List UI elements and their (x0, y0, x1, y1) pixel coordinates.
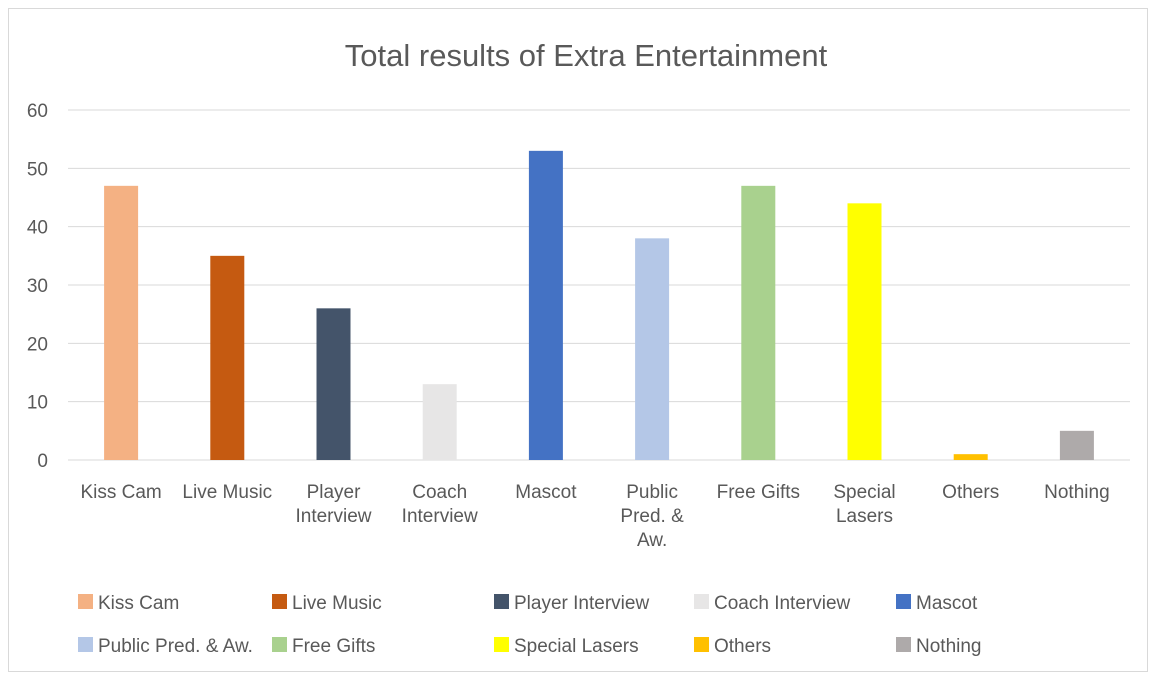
x-tick-label-line: Public (626, 482, 678, 503)
legend-swatch (272, 637, 287, 652)
y-axis-ticks: 0 10 20 30 40 50 60 (27, 101, 48, 472)
legend-swatch (494, 594, 509, 609)
legend-swatch (494, 637, 509, 652)
bar (1059, 430, 1094, 460)
y-tick-label: 40 (27, 218, 48, 239)
legend-swatch (78, 594, 93, 609)
legend: Kiss Cam Live Music Player Interview Coach … (78, 593, 982, 657)
bar (847, 203, 882, 461)
x-tick-label: Special Lasers (833, 482, 895, 527)
y-tick-label: 0 (37, 451, 48, 472)
x-tick-label: Public Pred. & Aw. (620, 482, 684, 551)
legend-label: Special Lasers (514, 636, 639, 657)
bar (953, 454, 988, 460)
y-tick-label: 10 (27, 393, 48, 414)
bar (422, 384, 457, 460)
legend-swatch (272, 594, 287, 609)
x-tick-label-line: Nothing (1044, 482, 1110, 503)
x-tick-label-line: Aw. (637, 530, 667, 551)
chart-frame (8, 8, 1148, 672)
x-tick-label: Free Gifts (717, 482, 800, 503)
bar (635, 238, 670, 460)
bars (104, 150, 1094, 461)
x-tick-label-line: Player (307, 482, 362, 503)
bar (104, 185, 139, 461)
legend-label: Others (714, 636, 771, 657)
x-tick-label-line: Mascot (515, 482, 577, 503)
legend-label: Public Pred. & Aw. (98, 636, 253, 657)
legend-label: Free Gifts (292, 636, 375, 657)
y-tick-label: 30 (27, 276, 48, 297)
x-tick-label-line: Interview (295, 506, 371, 527)
x-tick-label-line: Free Gifts (717, 482, 800, 503)
y-tick-label: 50 (27, 159, 48, 180)
legend-swatch (896, 594, 911, 609)
y-tick-label: 60 (27, 101, 48, 122)
bar (316, 308, 351, 460)
x-tick-label: Coach Interview (402, 482, 478, 527)
bar (210, 255, 245, 460)
chart-title: Total results of Extra Entertainment (345, 38, 828, 73)
x-axis-labels: Kiss Cam Live Music Player Interview Coach In… (80, 482, 1109, 551)
legend-swatch (896, 637, 911, 652)
x-tick-label: Player Interview (295, 482, 371, 527)
x-tick-label-line: Kiss Cam (80, 482, 161, 503)
x-tick-label-line: Interview (402, 506, 478, 527)
gridlines (68, 109, 1130, 461)
legend-swatch (78, 637, 93, 652)
x-tick-label-line: Live Music (182, 482, 272, 503)
bar (741, 185, 776, 461)
legend-label: Mascot (916, 593, 978, 614)
legend-label: Live Music (292, 593, 382, 614)
x-tick-label: Nothing (1044, 482, 1110, 503)
x-tick-label-line: Special (833, 482, 895, 503)
x-tick-label-line: Others (942, 482, 999, 503)
legend-label: Kiss Cam (98, 593, 179, 614)
x-tick-label-line: Lasers (836, 506, 893, 527)
legend-label: Coach Interview (714, 593, 851, 614)
legend-swatch (694, 594, 709, 609)
legend-label: Player Interview (514, 593, 649, 614)
x-tick-label: Mascot (515, 482, 577, 503)
x-tick-label: Others (942, 482, 999, 503)
x-tick-label-line: Coach (412, 482, 467, 503)
legend-label: Nothing (916, 636, 982, 657)
y-tick-label: 20 (27, 334, 48, 355)
bar (528, 150, 563, 461)
x-tick-label: Live Music (182, 482, 272, 503)
x-tick-label-line: Pred. & (620, 506, 684, 527)
x-tick-label: Kiss Cam (80, 482, 161, 503)
legend-swatch (694, 637, 709, 652)
